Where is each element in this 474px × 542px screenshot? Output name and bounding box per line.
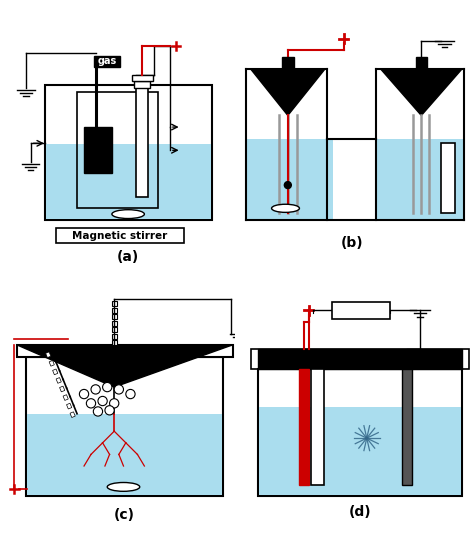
Text: gas: gas (98, 56, 117, 66)
Bar (112, 314, 117, 319)
Bar (112, 327, 117, 332)
Bar (46, 145, 210, 219)
Bar (300, 369, 309, 485)
Bar (49, 360, 55, 366)
Bar (77, 92, 158, 208)
Circle shape (79, 389, 89, 399)
Bar (112, 301, 117, 306)
Circle shape (86, 399, 96, 408)
Bar (63, 395, 68, 401)
Bar (46, 352, 51, 358)
Bar (94, 56, 120, 67)
Bar (27, 414, 222, 495)
Ellipse shape (107, 482, 140, 491)
Text: (d): (d) (348, 506, 371, 519)
Circle shape (109, 399, 119, 408)
Circle shape (284, 182, 292, 189)
Circle shape (93, 407, 102, 416)
Text: (c): (c) (114, 508, 135, 522)
Bar (17, 345, 233, 357)
Text: Magnetic stirrer: Magnetic stirrer (73, 230, 168, 241)
Bar (112, 308, 117, 313)
Bar (441, 143, 455, 213)
Bar (259, 407, 461, 495)
Bar (282, 57, 293, 69)
Bar (258, 369, 462, 496)
Bar (78, 147, 157, 207)
Circle shape (91, 385, 100, 394)
Bar (258, 349, 462, 369)
Bar (251, 349, 469, 369)
Bar (332, 302, 390, 319)
Bar (112, 334, 117, 339)
Circle shape (126, 389, 135, 399)
Bar (70, 412, 75, 417)
Bar (53, 369, 58, 375)
Circle shape (114, 385, 124, 394)
Bar (26, 357, 223, 496)
Polygon shape (381, 69, 462, 115)
Bar (134, 81, 150, 88)
Bar (112, 321, 117, 326)
Text: (a): (a) (117, 250, 139, 264)
Bar (416, 57, 427, 69)
Bar (56, 228, 184, 243)
Polygon shape (18, 345, 231, 387)
Bar (66, 403, 72, 409)
Bar (84, 127, 112, 173)
Bar (311, 369, 324, 485)
Bar (401, 369, 412, 485)
Ellipse shape (272, 204, 300, 212)
Bar (60, 386, 65, 392)
Polygon shape (251, 69, 325, 115)
Bar (45, 85, 212, 220)
Bar (56, 378, 61, 383)
Bar (136, 85, 148, 197)
Bar (377, 139, 463, 219)
Bar (112, 340, 117, 345)
Circle shape (105, 405, 114, 415)
Circle shape (102, 383, 112, 392)
Ellipse shape (112, 210, 145, 218)
Bar (247, 139, 333, 219)
Text: (b): (b) (340, 236, 363, 250)
Circle shape (98, 396, 107, 405)
Bar (132, 75, 153, 81)
